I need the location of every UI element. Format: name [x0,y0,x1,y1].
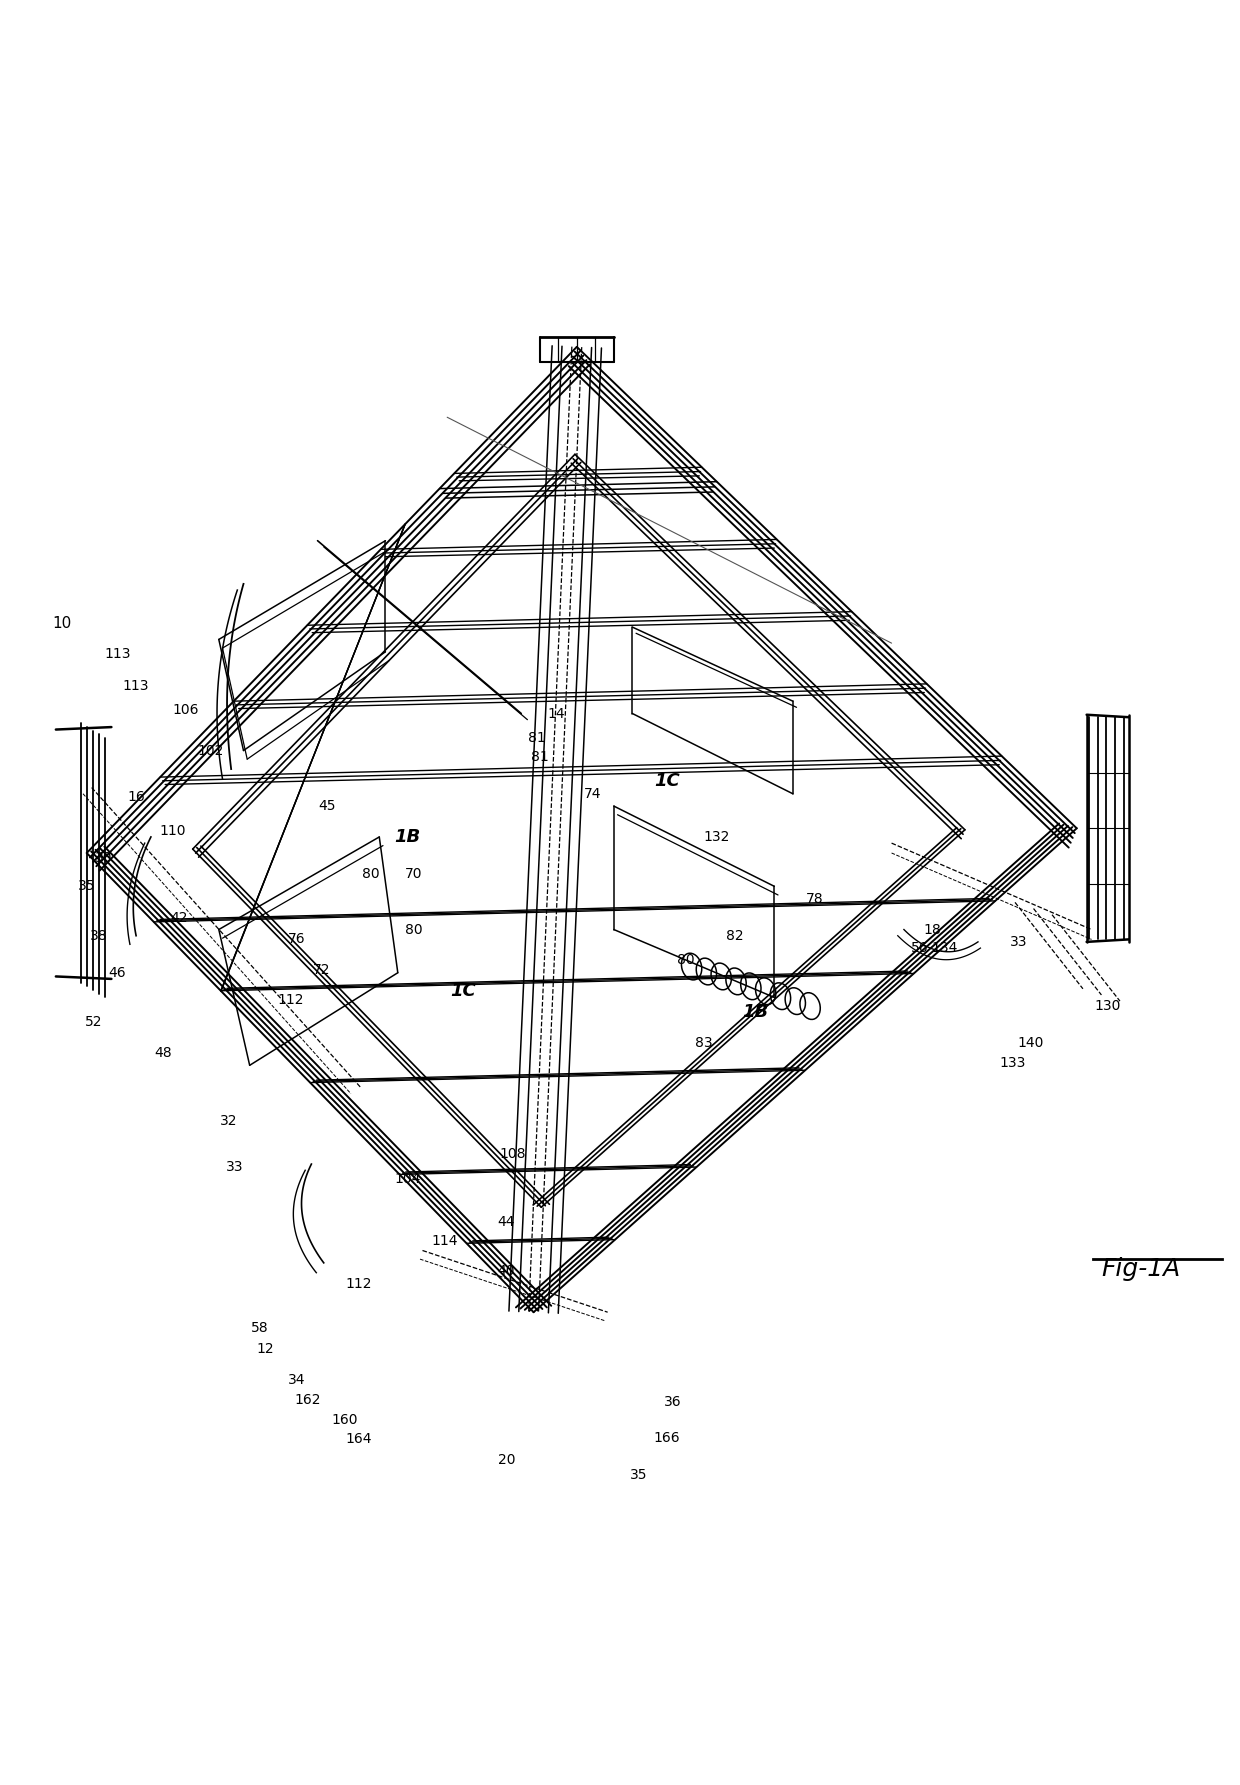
Text: 38: 38 [91,928,108,942]
Text: 130: 130 [1095,1000,1121,1014]
Text: 32: 32 [219,1114,237,1128]
Text: 81: 81 [528,732,546,744]
Text: 80: 80 [362,868,379,882]
Text: 112: 112 [278,992,304,1007]
Text: Fig-1A: Fig-1A [1101,1257,1180,1282]
Text: 35: 35 [78,880,95,892]
Text: 14: 14 [547,707,564,721]
Text: 10: 10 [52,616,72,630]
Text: 35: 35 [630,1467,647,1482]
Text: 42: 42 [171,912,188,925]
Text: 80: 80 [677,953,694,967]
Text: 140: 140 [1018,1035,1044,1050]
Text: 113: 113 [104,648,131,660]
Text: 166: 166 [653,1432,681,1446]
Text: 58: 58 [250,1321,268,1335]
Text: 56: 56 [911,941,929,955]
Text: 52: 52 [86,1016,103,1030]
Text: 20: 20 [497,1453,515,1467]
Text: 112: 112 [345,1276,372,1291]
Text: 70: 70 [405,868,423,882]
Text: 1C: 1C [450,982,476,1000]
Text: 78: 78 [806,892,823,905]
Text: 132: 132 [703,830,729,844]
Text: 114: 114 [432,1233,458,1248]
Text: 83: 83 [696,1035,713,1050]
Text: 16: 16 [128,791,145,805]
Text: 30: 30 [95,851,113,866]
Text: 74: 74 [584,787,601,801]
Text: 48: 48 [155,1046,172,1060]
Text: 162: 162 [294,1392,321,1407]
Text: 12: 12 [257,1342,274,1357]
Text: 104: 104 [394,1173,420,1185]
Text: 108: 108 [500,1148,526,1162]
Text: 133: 133 [999,1057,1025,1069]
Text: 1C: 1C [653,773,680,791]
Text: 82: 82 [725,928,744,942]
Text: 81: 81 [531,750,548,764]
Text: 33: 33 [226,1160,243,1173]
Text: 113: 113 [123,680,149,693]
Text: 80: 80 [405,923,423,937]
Text: 76: 76 [288,932,305,946]
Text: 102: 102 [197,744,223,757]
Text: 160: 160 [331,1412,358,1426]
Text: 72: 72 [312,964,330,976]
Text: 34: 34 [288,1373,305,1387]
Text: 45: 45 [319,800,336,814]
Text: 134: 134 [931,941,957,955]
Text: 1B: 1B [743,1003,769,1021]
Text: 106: 106 [172,703,198,718]
Text: 18: 18 [924,923,941,937]
Text: 1B: 1B [394,828,420,846]
Text: 33: 33 [1009,935,1028,950]
Text: 44: 44 [497,1216,515,1230]
Text: 36: 36 [665,1396,682,1410]
Text: 46: 46 [109,966,126,980]
Text: 164: 164 [345,1432,372,1446]
Text: 110: 110 [160,825,186,837]
Text: 40: 40 [497,1264,515,1278]
